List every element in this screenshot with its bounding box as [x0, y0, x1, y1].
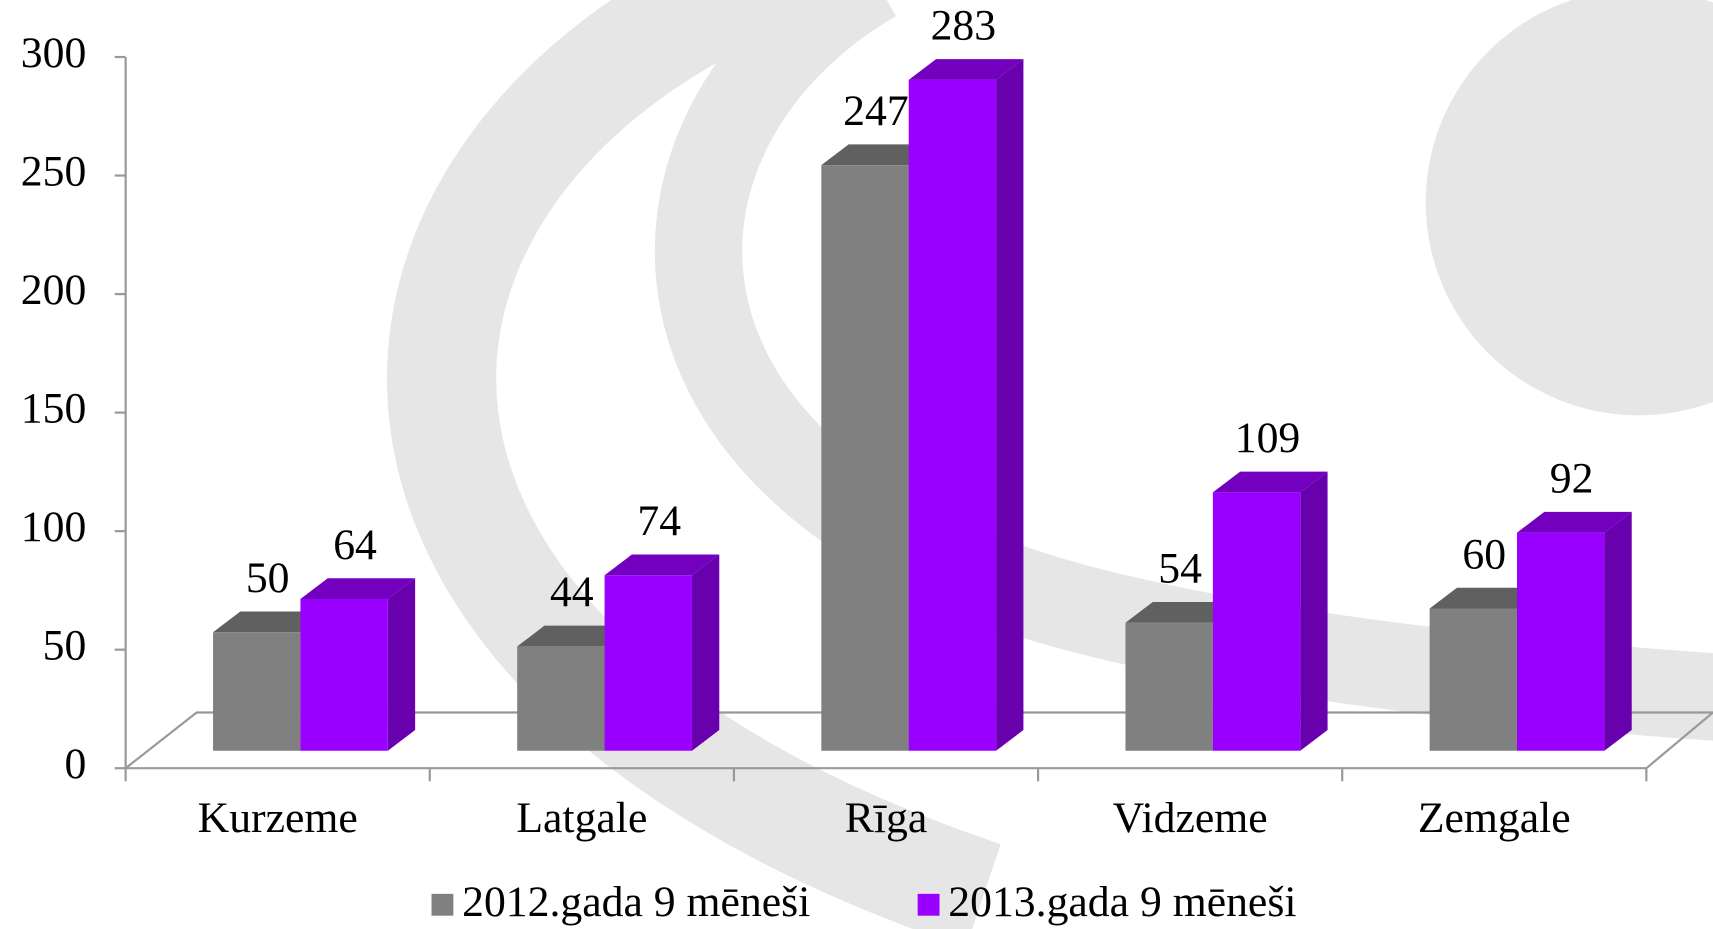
bar: [300, 578, 416, 751]
bar-front: [1212, 492, 1301, 751]
bar: [908, 59, 1024, 751]
legend-label: 2012.gada 9 mēneši: [462, 878, 810, 926]
bar-front: [821, 165, 909, 751]
bar-top: [300, 578, 416, 600]
bar-top: [1125, 601, 1241, 623]
y-tick-label: 0: [64, 740, 86, 788]
data-label: 247: [843, 87, 909, 135]
legend-swatch: [917, 893, 940, 916]
bar-top: [604, 554, 720, 576]
bar-top: [1212, 471, 1328, 493]
bar-top: [213, 611, 328, 633]
data-label: 50: [246, 554, 290, 602]
y-tick-label: 150: [21, 385, 87, 433]
bar-front: [908, 79, 997, 751]
bar-side: [387, 578, 416, 751]
data-label: 74: [637, 497, 681, 545]
bar: [1517, 511, 1632, 751]
bar-front: [1517, 532, 1605, 751]
bar-front: [213, 632, 301, 751]
data-label: 54: [1158, 544, 1202, 592]
data-label: 60: [1462, 530, 1506, 578]
y-tick-label: 50: [43, 622, 87, 670]
y-tick-label: 200: [21, 266, 87, 314]
legend-label: 2013.gada 9 mēneši: [948, 878, 1296, 926]
x-tick-label: Zemgale: [1418, 794, 1571, 842]
background-decoration: [387, 0, 1713, 929]
bar-top: [908, 59, 1024, 80]
bar: [1212, 471, 1328, 751]
x-tick-label: Kurzeme: [198, 794, 358, 842]
y-tick-label: 250: [21, 148, 87, 196]
x-tick-label: Vidzeme: [1113, 794, 1268, 842]
bar-top: [517, 625, 632, 647]
bar-front: [517, 646, 605, 751]
bar-front: [300, 599, 388, 751]
bar-front: [1429, 608, 1518, 751]
bar-top: [821, 144, 937, 166]
data-label: 109: [1235, 414, 1301, 462]
data-label: 44: [550, 568, 594, 616]
bar-front: [604, 575, 692, 751]
x-tick-label: Rīga: [845, 794, 928, 842]
bar-side: [996, 59, 1024, 751]
data-label: 64: [333, 521, 377, 569]
bar-front: [1125, 622, 1213, 751]
legend-swatch: [431, 893, 454, 916]
bar-top: [1517, 511, 1632, 533]
x-tick-label: Latgale: [516, 794, 647, 842]
bar-side: [1300, 471, 1328, 751]
data-label: 92: [1550, 454, 1594, 502]
bar-side: [1604, 511, 1632, 751]
y-tick-label: 100: [21, 503, 87, 551]
bar-top: [1429, 587, 1545, 609]
bar-side: [691, 554, 720, 751]
data-label: 283: [931, 2, 997, 50]
bar: [604, 554, 720, 751]
y-tick-label: 300: [21, 29, 87, 77]
